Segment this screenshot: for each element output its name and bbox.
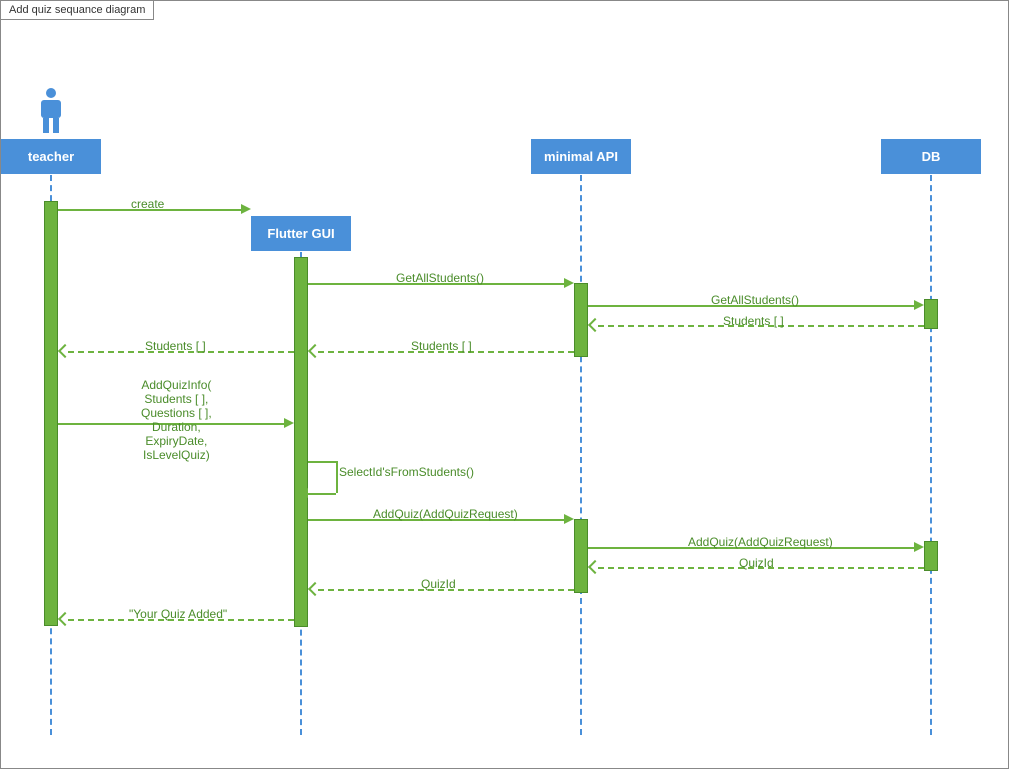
frame-title: Add quiz sequance diagram — [1, 1, 154, 20]
arrow-head — [588, 318, 602, 332]
msg-label: "Your Quiz Added" — [129, 607, 227, 621]
msg-label: QuizId — [739, 556, 774, 570]
msg-label: GetAllStudents() — [396, 271, 484, 285]
arrow-head — [58, 344, 72, 358]
msg-label: Students [ ] — [145, 339, 206, 353]
lifeline-db: DB — [881, 139, 981, 174]
lifeline-fluttergui: Flutter GUI — [251, 216, 351, 251]
lifeline-dash-minimalapi — [580, 175, 582, 735]
actor-icon — [37, 87, 65, 138]
msg-label-selectids: SelectId'sFromStudents() — [339, 465, 474, 479]
lifeline-teacher: teacher — [1, 139, 101, 174]
arrow-head — [564, 514, 574, 524]
activation-db-1 — [924, 299, 938, 329]
msg-label-addquizinfo: AddQuizInfo( Students [ ], Questions [ ]… — [141, 378, 212, 462]
arrow-head — [564, 278, 574, 288]
activation-minimalapi-2 — [574, 519, 588, 593]
activation-db-2 — [924, 541, 938, 571]
arrow-head — [241, 204, 251, 214]
msg-label: Students [ ] — [411, 339, 472, 353]
lifeline-minimalapi: minimal API — [531, 139, 631, 174]
msg-label: AddQuiz(AddQuizRequest) — [688, 535, 833, 549]
arrow-head — [914, 300, 924, 310]
lifeline-dash-db — [930, 175, 932, 735]
activation-teacher — [44, 201, 58, 626]
arrow-head — [58, 612, 72, 626]
diagram-frame: Add quiz sequance diagram teacher Flutte… — [0, 0, 1009, 769]
msg-label-create: create — [131, 197, 164, 211]
msg-label: AddQuiz(AddQuizRequest) — [373, 507, 518, 521]
msg-label: GetAllStudents() — [711, 293, 799, 307]
arrow-head — [588, 560, 602, 574]
activation-minimalapi-1 — [574, 283, 588, 357]
activation-fluttergui — [294, 257, 308, 627]
msg-label: Students [ ] — [723, 314, 784, 328]
arrow-head — [308, 344, 322, 358]
arrow-head — [284, 418, 294, 428]
arrow-head — [914, 542, 924, 552]
msg-label: QuizId — [421, 577, 456, 591]
arrow-head — [308, 582, 322, 596]
